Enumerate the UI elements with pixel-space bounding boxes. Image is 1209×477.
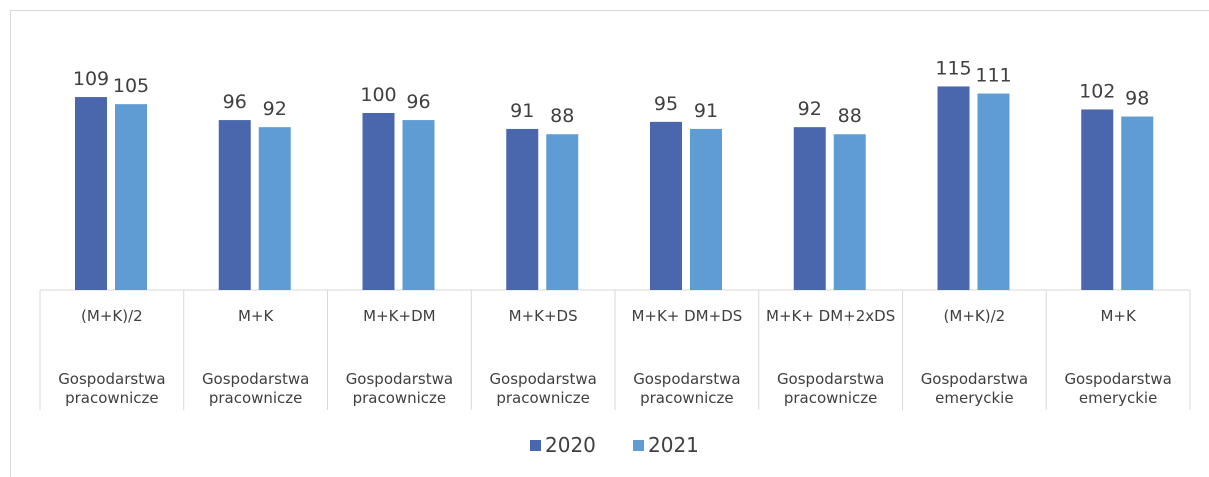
group-label: Gospodarstwa pracownicze bbox=[776, 370, 885, 407]
bar bbox=[506, 128, 539, 290]
x-tick-label: (M+K)/2 bbox=[81, 307, 143, 325]
group-label: Gospodarstwa pracownicze bbox=[633, 370, 741, 407]
bar bbox=[690, 128, 722, 290]
bar bbox=[402, 120, 435, 290]
value-label: 92 bbox=[798, 98, 822, 120]
legend-swatch bbox=[530, 440, 541, 451]
bar bbox=[546, 134, 579, 290]
group-label: Gospodarstwa pracownicze bbox=[345, 370, 454, 407]
legend-swatch bbox=[633, 440, 644, 451]
bar bbox=[977, 93, 1010, 290]
x-tick-label: M+K bbox=[1100, 307, 1136, 325]
bar bbox=[650, 121, 682, 290]
x-tick-label: M+K+DM bbox=[363, 307, 436, 325]
group-label: Gospodarstwa pracownicze bbox=[58, 370, 166, 407]
legend-label: 2020 bbox=[545, 433, 596, 457]
value-label: 91 bbox=[694, 100, 718, 122]
legend-label: 2021 bbox=[648, 433, 699, 457]
x-tick-label: M+K bbox=[237, 307, 274, 325]
value-label: 91 bbox=[510, 100, 534, 122]
value-label: 105 bbox=[113, 75, 149, 97]
value-label: 109 bbox=[73, 68, 109, 90]
value-label: 96 bbox=[406, 91, 430, 113]
value-label: 96 bbox=[223, 91, 247, 113]
group-label: Gospodarstwa emeryckie bbox=[1064, 370, 1172, 407]
chart-frame bbox=[10, 10, 1209, 477]
bar bbox=[793, 127, 826, 290]
bar bbox=[75, 97, 107, 290]
bar bbox=[362, 113, 395, 290]
group-label: Gospodarstwa emeryckie bbox=[920, 370, 1029, 407]
bar bbox=[258, 127, 291, 290]
x-tick-label: M+K+ DM+2xDS bbox=[766, 307, 896, 325]
x-tick-label: M+K+ DM+DS bbox=[631, 307, 743, 325]
value-label: 88 bbox=[838, 105, 862, 127]
value-label: 100 bbox=[360, 84, 396, 106]
value-label: 115 bbox=[935, 57, 971, 79]
value-label: 92 bbox=[263, 98, 287, 120]
bar bbox=[937, 86, 970, 290]
group-label: Gospodarstwa pracownicze bbox=[489, 370, 597, 407]
bar bbox=[1121, 116, 1154, 290]
value-label: 95 bbox=[654, 93, 678, 115]
value-label: 111 bbox=[975, 65, 1011, 87]
bar bbox=[218, 120, 251, 290]
value-label: 98 bbox=[1125, 88, 1149, 110]
x-tick-label: M+K+DS bbox=[508, 307, 578, 325]
group-label: Gospodarstwa pracownicze bbox=[201, 370, 310, 407]
bar bbox=[1081, 109, 1114, 291]
bar bbox=[115, 104, 147, 291]
value-label: 102 bbox=[1079, 80, 1115, 102]
bar bbox=[833, 134, 866, 290]
x-tick-label: (M+K)/2 bbox=[943, 307, 1006, 325]
value-label: 88 bbox=[550, 105, 574, 127]
